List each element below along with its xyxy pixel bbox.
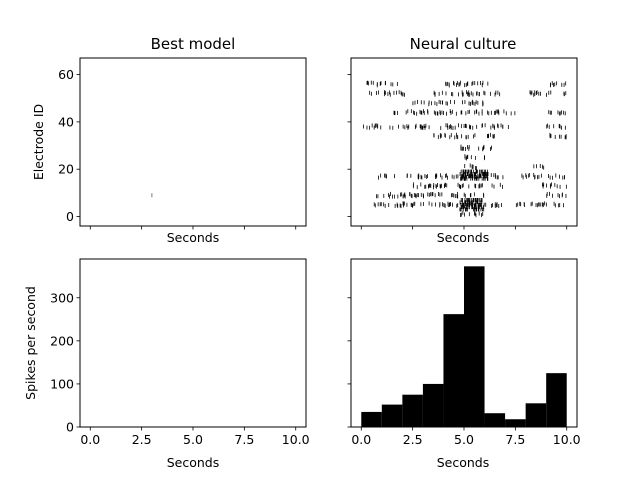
y-tick-label: 40 [58,114,74,129]
hist-model-x-ticks: 0.0 2.5 5.0 7.5 10.0 [80,427,310,447]
xlabel-hist-culture: Seconds [437,455,490,470]
x-tick-label: 7.5 [505,432,525,447]
histogram-bar-4 [443,314,464,427]
x-tick-label: 0.0 [80,432,100,447]
x-tick-label: 10.0 [282,432,310,447]
histogram-bar-2 [402,394,423,427]
raster-culture-y-ticks [347,74,351,217]
raster-model-y-ticks: 0 20 40 60 [58,67,80,224]
xlabel-hist-model: Seconds [167,455,220,470]
hist-culture-bars [361,266,567,427]
panel-best-model-histogram: 0 100 200 300 0.0 2.5 5.0 7.5 10.0 Seconds Spik… [23,258,310,470]
histogram-bar-5 [464,266,485,427]
hist-culture-x-ticks: 0.0 2.5 5.0 7.5 10.0 [351,427,581,447]
x-tick-label: 2.5 [132,432,152,447]
y-tick-label: 200 [50,333,74,348]
y-tick-label: 0 [66,420,74,435]
histogram-bar-8 [525,403,547,427]
xlabel-raster-culture: Seconds [437,230,490,245]
raster-model-frame [79,57,307,227]
title-best-model: Best model [151,35,236,53]
y-tick-label: 60 [58,67,74,82]
y-tick-label: 20 [58,162,74,177]
histogram-bar-7 [505,419,526,427]
histogram-bar-1 [381,404,403,427]
x-tick-label: 5.0 [454,432,474,447]
x-tick-label: 2.5 [403,432,423,447]
x-tick-label: 7.5 [234,432,254,447]
x-tick-label: 0.0 [351,432,371,447]
x-tick-label: 5.0 [183,432,203,447]
x-tick-label: 10.0 [553,432,581,447]
y-tick-label: 0 [66,209,74,224]
hist-culture-y-ticks [347,297,351,428]
panel-neural-culture-histogram: 0.0 2.5 5.0 7.5 10.0 Seconds [347,258,581,470]
histogram-bar-6 [484,413,506,427]
histogram-bar-0 [361,411,382,427]
xlabel-raster-model: Seconds [167,230,220,245]
hist-culture-frame [350,258,578,428]
raster-culture-spikes [363,80,567,218]
ylabel-spikes-per-second: Spikes per second [23,286,38,400]
y-tick-label: 300 [50,290,74,305]
y-tick-label: 100 [50,376,74,391]
raster-culture-frame [350,57,578,227]
ylabel-electrode-id: Electrode ID [31,104,46,180]
panel-best-model-raster: Best model 0 20 40 60 Seconds Electrode ID [31,35,307,245]
title-neural-culture: Neural culture [410,35,517,53]
panel-neural-culture-raster: Neural culture Seconds [347,35,578,245]
histogram-bar-9 [546,373,567,427]
raster-model-x-ticks [89,226,297,230]
hist-model-frame [79,258,307,428]
hist-model-y-ticks: 0 100 200 300 [50,290,80,435]
raster-culture-x-ticks [360,226,568,230]
histogram-bar-3 [422,383,444,427]
